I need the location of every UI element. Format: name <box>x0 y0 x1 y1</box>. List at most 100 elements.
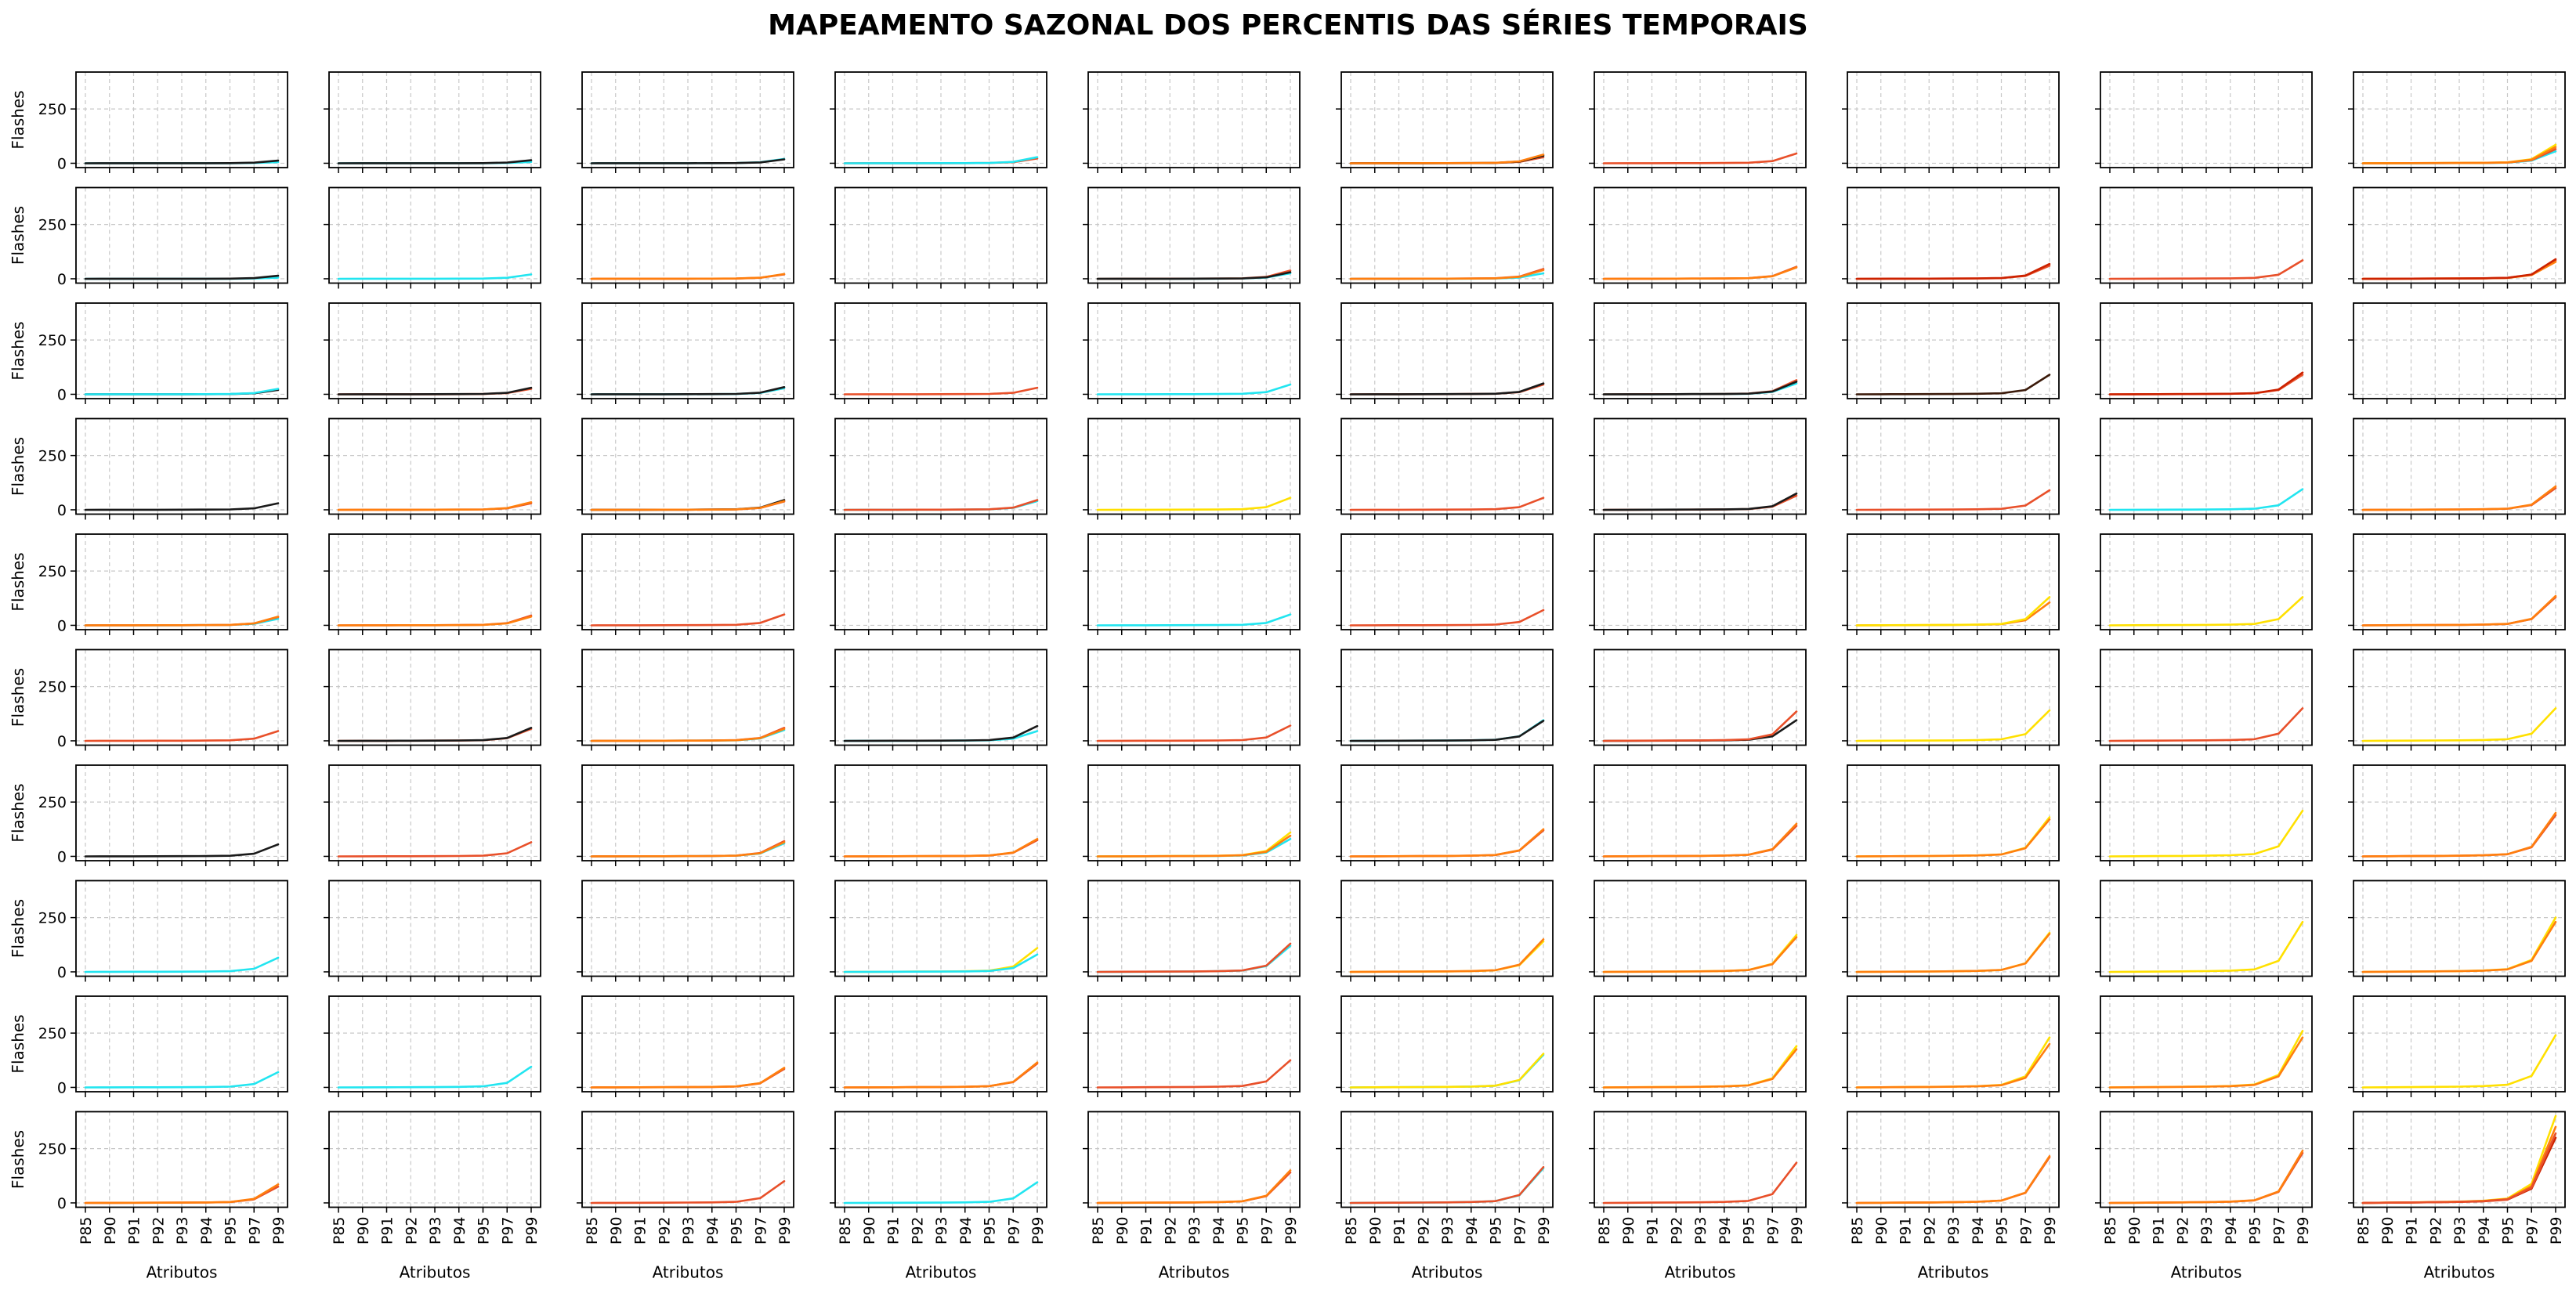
series-line <box>337 841 533 858</box>
panel-r5-c3 <box>577 533 794 635</box>
x-axis-label: Atributos <box>400 1263 471 1282</box>
ytick-label: 250 <box>38 794 67 811</box>
xtick-label: P90 <box>1620 1217 1637 1245</box>
xtick-label: P91 <box>1898 1217 1915 1245</box>
panel-r4-c7 <box>1589 417 1807 520</box>
xtick-label: P90 <box>608 1217 625 1245</box>
series-line <box>1096 383 1292 395</box>
panel-r2-c10 <box>2348 186 2566 289</box>
series-line <box>84 502 280 511</box>
xtick-label: P92 <box>1668 1217 1685 1245</box>
xtick-label: P95 <box>2247 1217 2264 1245</box>
series-line <box>1602 381 1798 395</box>
xtick-label: P99 <box>1283 1217 1300 1245</box>
xtick-label: P93 <box>1186 1217 1203 1245</box>
xtick-label: P97 <box>2270 1217 2288 1245</box>
panel-r4-c3 <box>577 417 794 520</box>
xtick-label: P93 <box>680 1217 697 1245</box>
y-axis-label: Flashes <box>9 321 27 380</box>
panel-r4-c9 <box>2095 417 2313 520</box>
series-line <box>843 1181 1039 1205</box>
series-line <box>590 1067 786 1089</box>
series-line <box>337 500 533 511</box>
panel-r1-c1: 0 250 Flashes <box>9 71 288 173</box>
panel-r3-c5 <box>1083 302 1301 404</box>
panel-r8-c10 <box>2348 879 2566 982</box>
panel-r6-c10 <box>2348 648 2566 751</box>
series-line <box>2108 596 2304 627</box>
series-line <box>1096 724 1292 742</box>
panel-r8-c2 <box>324 879 541 982</box>
panel-r10-c2: P85 P90 P91 P92 P93 P94 P95 P97 P99 Atributos <box>324 1111 541 1282</box>
series-line <box>2108 371 2304 395</box>
panel-r3-c9 <box>2095 302 2313 404</box>
xtick-label: P99 <box>1789 1217 1806 1245</box>
panel-r3-c2 <box>324 302 541 404</box>
xtick-label: P97 <box>1258 1217 1275 1245</box>
x-axis-label: Atributos <box>1665 1263 1736 1282</box>
series-line <box>1349 497 1545 511</box>
panel-r5-c1: 0 250 Flashes <box>9 533 288 635</box>
xtick-label: P94 <box>1210 1217 1228 1245</box>
series-line <box>843 953 1039 973</box>
panel-r9-c4 <box>830 995 1047 1097</box>
series-line <box>337 1065 533 1089</box>
xtick-label: P99 <box>1029 1217 1047 1245</box>
series-line <box>84 956 280 973</box>
panel-r8-c3 <box>577 879 794 982</box>
series-line <box>1349 153 1545 164</box>
panel-r2-c7 <box>1589 186 1807 289</box>
xtick-label: P91 <box>2151 1217 2168 1245</box>
xtick-label: P85 <box>1849 1217 1866 1245</box>
panel-r1-c6 <box>1336 71 1554 173</box>
xtick-label: P99 <box>776 1217 794 1245</box>
panel-r3-c4 <box>830 302 1047 404</box>
xtick-label: P95 <box>982 1217 999 1245</box>
panel-r1-c8 <box>1842 71 2060 173</box>
panel-r7-c3 <box>577 764 794 866</box>
panel-r7-c7 <box>1589 764 1807 866</box>
series-line <box>2361 1132 2557 1205</box>
series-line <box>84 1183 280 1205</box>
ytick-label: 0 <box>57 502 67 519</box>
series-line <box>1855 374 2051 395</box>
series-line <box>1096 1169 1292 1205</box>
series-line <box>2108 488 2304 511</box>
ytick-label: 250 <box>38 1141 67 1158</box>
panel-r5-c10 <box>2348 533 2566 635</box>
ytick-label: 0 <box>57 964 67 981</box>
panel-r9-c9 <box>2095 995 2313 1097</box>
series-line <box>590 385 786 395</box>
xtick-label: P95 <box>1741 1217 1758 1245</box>
panel-r4-c10 <box>2348 417 2566 520</box>
series-line <box>2361 594 2557 627</box>
y-axis-label: Flashes <box>9 552 27 611</box>
xtick-label: P95 <box>1994 1217 2011 1245</box>
ytick-label: 250 <box>38 217 67 234</box>
series-line <box>2108 259 2304 280</box>
series-line <box>590 841 786 858</box>
panel-r9-c6 <box>1336 995 1554 1097</box>
ytick-label: 250 <box>38 910 67 927</box>
x-axis-label: Atributos <box>1159 1263 1230 1282</box>
series-line <box>1602 822 1798 858</box>
series-line <box>337 616 533 627</box>
series-line <box>2361 485 2557 511</box>
panel-r5-c6 <box>1336 533 1554 635</box>
series-line <box>1349 269 1545 280</box>
xtick-label: P85 <box>331 1217 348 1245</box>
panel-r7-c9 <box>2095 764 2313 866</box>
y-axis-label: Flashes <box>9 899 27 958</box>
panel-grid: 0 250 Flashes 0 250 Flashes 0 250 Flashes 0 250 Fla… <box>9 71 2566 1282</box>
series-line <box>1602 1048 1798 1089</box>
xtick-label: P93 <box>1692 1217 1709 1245</box>
xtick-label: P92 <box>656 1217 673 1245</box>
xtick-label: P95 <box>476 1217 493 1245</box>
series-line <box>84 388 280 395</box>
panel-r7-c6 <box>1336 764 1554 866</box>
panel-r5-c8 <box>1842 533 2060 635</box>
ytick-label: 0 <box>57 848 67 865</box>
xtick-label: P93 <box>174 1217 191 1245</box>
panel-r6-c5 <box>1083 648 1301 751</box>
panel-r7-c5 <box>1083 764 1301 866</box>
